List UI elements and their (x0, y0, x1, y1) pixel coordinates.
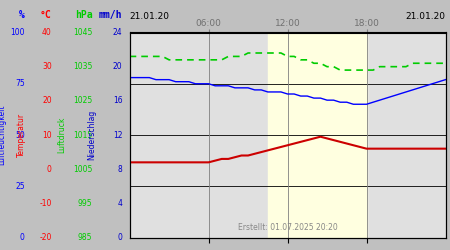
Text: Erstellt: 01.07.2025 20:20: Erstellt: 01.07.2025 20:20 (238, 224, 338, 232)
Text: 0: 0 (47, 165, 52, 174)
Text: 20: 20 (113, 62, 122, 71)
Text: 50: 50 (15, 130, 25, 140)
Text: 4: 4 (117, 199, 122, 208)
Text: 100: 100 (10, 28, 25, 37)
Text: 30: 30 (42, 62, 52, 71)
Text: 8: 8 (117, 165, 122, 174)
Bar (268, 32, 366, 238)
Text: 21.01.20: 21.01.20 (405, 12, 446, 21)
Text: 10: 10 (42, 130, 52, 140)
Text: 12: 12 (113, 130, 122, 140)
Text: Temperatur: Temperatur (17, 113, 26, 157)
Text: 75: 75 (15, 79, 25, 88)
Text: Niederschlag: Niederschlag (87, 110, 96, 160)
Text: °C: °C (40, 10, 52, 20)
Text: 21.01.20: 21.01.20 (130, 12, 170, 21)
Text: 1045: 1045 (73, 28, 92, 37)
Text: 1025: 1025 (73, 96, 92, 105)
Text: hPa: hPa (75, 10, 92, 20)
Text: 0: 0 (20, 233, 25, 242)
Text: Luftfeuchtigkeit: Luftfeuchtigkeit (0, 105, 7, 165)
Text: 40: 40 (42, 28, 52, 37)
Text: 20: 20 (42, 96, 52, 105)
Text: -20: -20 (40, 233, 52, 242)
Text: 1015: 1015 (73, 130, 92, 140)
Text: Luftdruck: Luftdruck (58, 117, 67, 153)
Text: 1005: 1005 (73, 165, 92, 174)
Text: 0: 0 (117, 233, 122, 242)
Text: 995: 995 (77, 199, 92, 208)
Text: 25: 25 (15, 182, 25, 191)
Text: 24: 24 (113, 28, 122, 37)
Text: 1035: 1035 (73, 62, 92, 71)
Text: 16: 16 (113, 96, 122, 105)
Text: mm/h: mm/h (99, 10, 122, 20)
Text: -10: -10 (40, 199, 52, 208)
Text: 985: 985 (78, 233, 92, 242)
Text: %: % (19, 10, 25, 20)
